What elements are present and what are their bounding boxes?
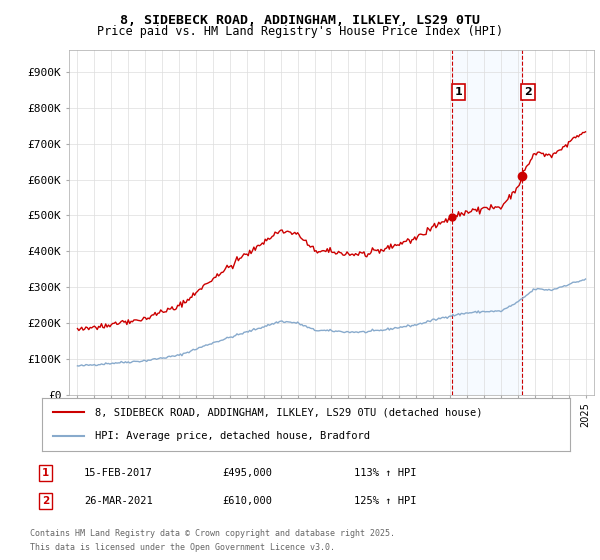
- Text: 15-FEB-2017: 15-FEB-2017: [84, 468, 153, 478]
- Text: 8, SIDEBECK ROAD, ADDINGHAM, ILKLEY, LS29 0TU (detached house): 8, SIDEBECK ROAD, ADDINGHAM, ILKLEY, LS2…: [95, 408, 482, 418]
- Text: 1: 1: [455, 87, 463, 97]
- Text: 113% ↑ HPI: 113% ↑ HPI: [354, 468, 416, 478]
- Text: £495,000: £495,000: [222, 468, 272, 478]
- Text: 2: 2: [42, 496, 49, 506]
- Text: 1: 1: [42, 468, 49, 478]
- Text: This data is licensed under the Open Government Licence v3.0.: This data is licensed under the Open Gov…: [30, 543, 335, 552]
- Bar: [452, 50, 521, 395]
- Text: 8, SIDEBECK ROAD, ADDINGHAM, ILKLEY, LS29 0TU: 8, SIDEBECK ROAD, ADDINGHAM, ILKLEY, LS2…: [120, 14, 480, 27]
- Text: Price paid vs. HM Land Registry's House Price Index (HPI): Price paid vs. HM Land Registry's House …: [97, 25, 503, 38]
- Text: HPI: Average price, detached house, Bradford: HPI: Average price, detached house, Brad…: [95, 431, 370, 441]
- Text: 125% ↑ HPI: 125% ↑ HPI: [354, 496, 416, 506]
- Text: £610,000: £610,000: [222, 496, 272, 506]
- Text: 26-MAR-2021: 26-MAR-2021: [84, 496, 153, 506]
- Text: 2: 2: [524, 87, 532, 97]
- Text: Contains HM Land Registry data © Crown copyright and database right 2025.: Contains HM Land Registry data © Crown c…: [30, 529, 395, 538]
